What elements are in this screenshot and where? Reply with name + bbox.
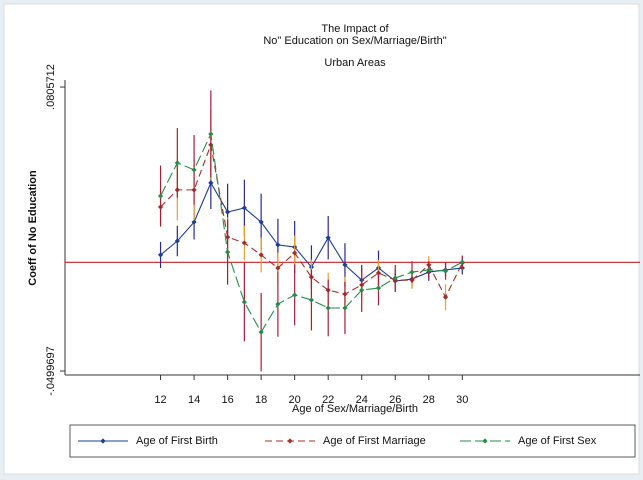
marker (342, 305, 348, 311)
x-tick-label: 14 (188, 394, 200, 406)
marker (258, 219, 264, 225)
marker (442, 294, 449, 300)
marker (342, 262, 348, 268)
legend-marker (482, 438, 488, 444)
marker (359, 287, 365, 293)
y-tick-label: .0805712 (45, 64, 57, 110)
marker (241, 240, 247, 246)
legend-label: Age of First Birth (136, 435, 218, 447)
marker (292, 292, 298, 298)
x-tick-label: 30 (456, 394, 468, 406)
legend-label: Age of First Sex (518, 435, 597, 447)
chart-title: The Impact of (321, 23, 389, 35)
chart-title: No" Education on Sex/Marriage/Birth" (263, 35, 446, 47)
x-tick-label: 16 (221, 394, 233, 406)
y-axis-label: Coeff of No Education (27, 170, 39, 286)
marker (275, 265, 281, 271)
marker (308, 297, 315, 303)
x-axis-label: Age of Sex/Marriage/Birth (292, 403, 418, 415)
marker (258, 252, 264, 258)
marker (191, 167, 197, 173)
x-tick-label: 22 (322, 394, 334, 406)
marker (208, 180, 214, 186)
marker (174, 238, 180, 244)
x-tick-label: 18 (255, 394, 267, 406)
marker (325, 235, 331, 241)
marker (225, 209, 231, 215)
marker (375, 285, 382, 291)
x-tick-label: 12 (154, 394, 166, 406)
legend-marker (287, 438, 293, 444)
marker (392, 275, 398, 281)
marker (409, 269, 415, 275)
y-tick-label: -.0499697 (45, 346, 57, 396)
marker (225, 249, 231, 255)
marker (157, 252, 164, 258)
marker (292, 250, 298, 256)
marker (208, 131, 214, 137)
marker (174, 160, 180, 166)
marker (275, 301, 281, 307)
legend-marker (100, 438, 106, 444)
marker (275, 242, 281, 248)
legend-label: Age of First Marriage (323, 435, 426, 447)
marker (325, 305, 331, 311)
marker (241, 299, 247, 305)
x-tick-label: 28 (423, 394, 435, 406)
marker (241, 205, 247, 211)
legend-box (69, 424, 636, 458)
marker (157, 193, 164, 199)
chart-background (3, 3, 640, 475)
x-tick-label: 20 (289, 394, 301, 406)
marker (191, 219, 197, 225)
x-tick-label: 24 (356, 394, 368, 406)
marker (459, 259, 465, 265)
marker (442, 268, 449, 274)
x-tick-label: 26 (389, 394, 401, 406)
chart-subtitle: Urban Areas (324, 57, 386, 69)
marker (426, 267, 432, 273)
marker (258, 329, 264, 335)
